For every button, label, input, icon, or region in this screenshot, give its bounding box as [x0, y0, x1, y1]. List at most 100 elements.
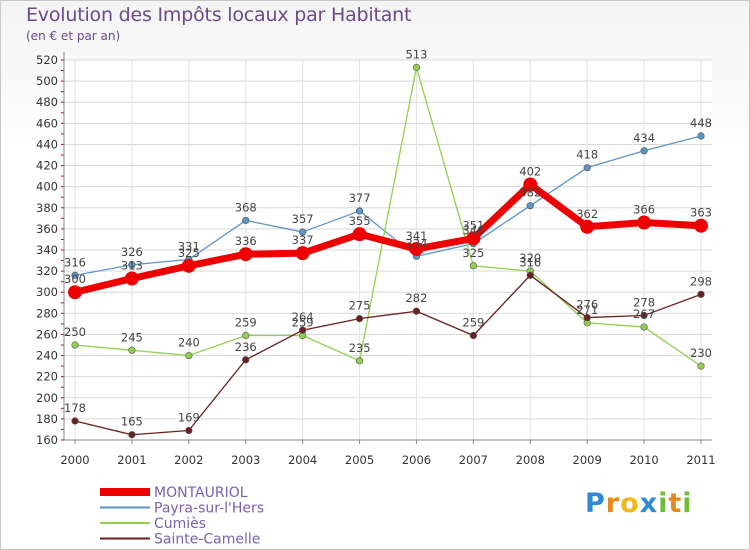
data-point — [242, 331, 250, 340]
logo-letter: i — [682, 488, 693, 519]
data-point — [640, 311, 648, 320]
data-label: 313 — [121, 259, 143, 273]
axes — [61, 52, 712, 444]
y-tick-label: 280 — [36, 306, 58, 320]
x-tick-label: 2010 — [629, 453, 658, 467]
x-tick-label: 2003 — [231, 453, 260, 467]
data-label: 513 — [405, 47, 427, 61]
logo-letter: x — [639, 488, 659, 519]
data-label: 366 — [633, 203, 655, 217]
y-tick-label: 500 — [36, 74, 58, 88]
data-label: 418 — [576, 148, 598, 162]
data-point — [583, 164, 591, 172]
data-label: 326 — [121, 245, 143, 259]
data-point — [355, 315, 364, 323]
data-label: 377 — [349, 191, 371, 205]
x-tick-label: 2011 — [686, 453, 715, 467]
data-point — [181, 258, 196, 273]
data-label: 368 — [235, 200, 257, 214]
y-tick-label: 480 — [36, 95, 58, 109]
y-tick-label: 460 — [36, 116, 58, 130]
y-axis-ticks: 160 180 200 220 240 260 280 300 320 340 360 380 400 4… — [36, 53, 58, 447]
proxiti-logo: Proxiti — [585, 488, 693, 519]
y-tick-label: 240 — [36, 349, 58, 363]
grid — [64, 59, 712, 441]
data-point — [523, 177, 538, 192]
legend-label: Cumiès — [154, 516, 206, 532]
data-label: 337 — [292, 233, 314, 247]
data-label: 316 — [64, 255, 86, 269]
data-label: 382 — [519, 186, 541, 200]
data-point — [526, 271, 534, 279]
data-point — [580, 219, 595, 234]
data-label: 178 — [64, 401, 86, 415]
logo-letter: P — [585, 488, 606, 519]
x-tick-label: 2005 — [345, 453, 374, 467]
data-label: 448 — [690, 116, 712, 130]
data-label: 235 — [349, 341, 371, 355]
y-tick-label: 520 — [36, 53, 58, 67]
data-label: 259 — [235, 316, 257, 330]
data-point — [299, 228, 307, 236]
data-point — [412, 63, 421, 71]
y-tick-label: 340 — [36, 243, 58, 257]
y-tick-label: 320 — [36, 264, 58, 278]
data-point — [71, 417, 79, 425]
data-label: 325 — [462, 246, 484, 260]
data-point — [71, 271, 79, 279]
x-tick-label: 2001 — [117, 453, 146, 467]
y-tick-label: 360 — [36, 222, 58, 236]
legend-label: Payra-sur-l'Hers — [154, 501, 264, 517]
y-tick-label: 440 — [36, 137, 58, 151]
data-label: 282 — [405, 291, 427, 305]
data-point — [697, 290, 705, 298]
data-point — [185, 426, 193, 435]
data-point — [412, 307, 421, 315]
data-point — [697, 362, 705, 370]
data-label: 264 — [292, 310, 314, 324]
y-tick-label: 220 — [36, 370, 58, 384]
x-tick-label: 2009 — [573, 453, 602, 467]
data-label: 331 — [178, 240, 200, 254]
logo-letter: r — [605, 488, 621, 519]
data-label: 267 — [633, 307, 655, 321]
data-point — [466, 231, 481, 246]
y-tick-label: 160 — [36, 433, 58, 447]
series-group — [68, 63, 708, 439]
data-label: 362 — [576, 207, 598, 221]
data-label: 165 — [121, 415, 143, 429]
data-label: 341 — [405, 229, 427, 243]
data-point — [697, 132, 705, 140]
data-label: 259 — [292, 316, 314, 330]
data-label: 300 — [64, 272, 86, 286]
chart-subtitle: (en € et par an) — [26, 29, 121, 43]
data-point — [128, 346, 136, 354]
data-label: 259 — [462, 316, 484, 330]
logo-letter: t — [668, 488, 683, 519]
data-label: 316 — [519, 255, 541, 269]
data-point — [242, 216, 250, 225]
data-point — [185, 351, 193, 360]
data-label: 363 — [690, 206, 712, 220]
data-point — [694, 218, 708, 233]
data-label: 276 — [576, 298, 598, 312]
series-line-3 — [74, 274, 702, 436]
y-tick-label: 300 — [36, 285, 58, 299]
y-tick-label: 420 — [36, 159, 58, 173]
logo-letter: o — [620, 488, 640, 519]
data-point — [640, 147, 648, 155]
legend-label: MONTAURIOL — [154, 485, 248, 501]
data-point — [299, 326, 307, 334]
data-label: 169 — [178, 411, 200, 425]
data-label: 245 — [121, 330, 143, 344]
data-label: 275 — [349, 299, 371, 313]
series-line-0 — [74, 181, 702, 296]
chart-title: Evolution des Impôts locaux par Habitant — [26, 4, 412, 26]
data-point — [295, 246, 310, 261]
data-label: 434 — [633, 131, 655, 145]
data-label: 402 — [519, 165, 541, 179]
y-tick-label: 400 — [36, 180, 58, 194]
data-point — [637, 215, 652, 230]
x-tick-label: 2000 — [60, 453, 89, 467]
data-label: 325 — [178, 246, 200, 260]
